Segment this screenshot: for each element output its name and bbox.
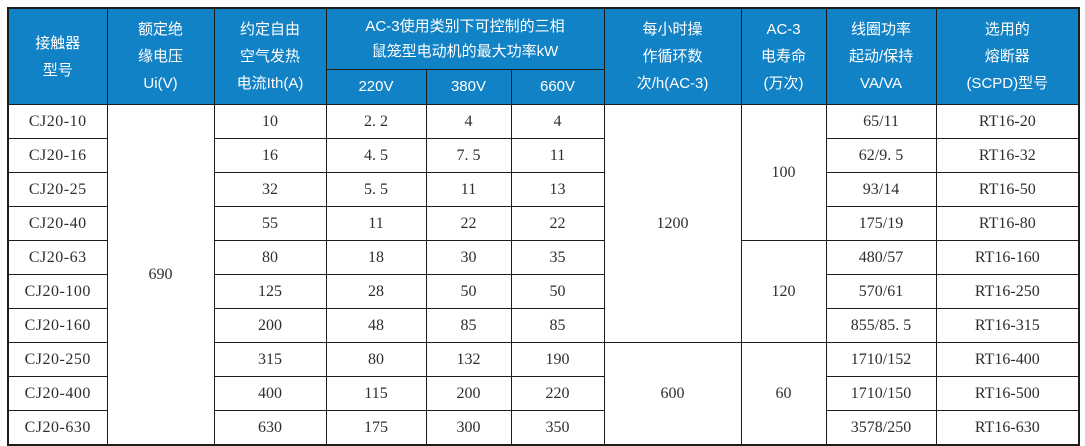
cell-fuse-type: RT16-20: [935, 104, 1080, 139]
cell-kw-380v: 11: [425, 172, 512, 207]
col-subheader-660v: 660V: [510, 69, 605, 105]
cell-kw-660v: 190: [510, 342, 605, 377]
cell-fuse-type: RT16-160: [935, 240, 1080, 275]
table-body: CJ20-10 690 10 2. 2 4 4 1200 100 65/11 R…: [7, 104, 1080, 446]
col-header-model: 接触器 型号: [7, 7, 108, 105]
cell-kw-660v: 22: [510, 206, 605, 241]
cell-cycles-merged: 1200: [603, 104, 742, 343]
cell-fuse-type: RT16-400: [935, 342, 1080, 377]
cell-kw-380v: 132: [425, 342, 512, 377]
cell-thermal-current: 55: [213, 206, 327, 241]
cell-thermal-current: 32: [213, 172, 327, 207]
cell-coil-power: 93/14: [825, 172, 937, 207]
cell-coil-power: 480/57: [825, 240, 937, 275]
col-subheader-220v: 220V: [325, 69, 427, 105]
cell-coil-power: 175/19: [825, 206, 937, 241]
cell-kw-660v: 35: [510, 240, 605, 275]
cell-coil-power: 1710/152: [825, 342, 937, 377]
cell-kw-220v: 115: [325, 376, 427, 411]
cell-coil-power: 1710/150: [825, 376, 937, 411]
table-row: CJ20-10 690 10 2. 2 4 4 1200 100 65/11 R…: [7, 104, 1080, 446]
table-header: 接触器 型号 额定绝 缘电压 Ui(V) 约定自由 空气发热 电流Ith(A) …: [7, 7, 1080, 105]
col-header-electrical-life: AC-3 电寿命 (万次): [740, 7, 827, 105]
col-header-thermal-current: 约定自由 空气发热 电流Ith(A): [213, 7, 327, 105]
cell-coil-power: 62/9. 5: [825, 138, 937, 173]
cell-kw-660v: 220: [510, 376, 605, 411]
cell-kw-380v: 85: [425, 308, 512, 343]
col-header-insulation-voltage: 额定绝 缘电压 Ui(V): [106, 7, 215, 105]
cell-kw-380v: 200: [425, 376, 512, 411]
cell-life-merged: 60: [740, 342, 827, 446]
cell-kw-380v: 4: [425, 104, 512, 139]
cell-thermal-current: 10: [213, 104, 327, 139]
cell-kw-220v: 18: [325, 240, 427, 275]
table-row: CJ20-250 315 80 132 190 600 60 1710/152 …: [7, 342, 1080, 446]
cell-kw-380v: 30: [425, 240, 512, 275]
cell-insulation-voltage-merged: 690: [106, 104, 215, 446]
cell-life-merged: 100: [740, 104, 827, 241]
col-header-coil-power: 线圈功率 起动/保持 VA/VA: [825, 7, 937, 105]
cell-kw-660v: 13: [510, 172, 605, 207]
col-header-fuse-type: 选用的 熔断器 (SCPD)型号: [935, 7, 1080, 105]
cell-model: CJ20-63: [7, 240, 108, 275]
cell-model: CJ20-10: [7, 104, 108, 139]
cell-coil-power: 65/11: [825, 104, 937, 139]
cell-model: CJ20-160: [7, 308, 108, 343]
cell-thermal-current: 16: [213, 138, 327, 173]
cell-thermal-current: 125: [213, 274, 327, 309]
cell-coil-power: 855/85. 5: [825, 308, 937, 343]
cell-life-merged: 120: [740, 240, 827, 343]
contactor-spec-table: 接触器 型号 额定绝 缘电压 Ui(V) 约定自由 空气发热 电流Ith(A) …: [7, 7, 1081, 446]
cell-model: CJ20-25: [7, 172, 108, 207]
cell-kw-220v: 28: [325, 274, 427, 309]
cell-fuse-type: RT16-315: [935, 308, 1080, 343]
cell-kw-380v: 50: [425, 274, 512, 309]
table-row: CJ20-400 400 115 200 220 1710/150 RT16-5…: [7, 376, 1080, 411]
table-row: CJ20-63 80 18 30 35 120 480/57 RT16-160: [7, 240, 1080, 343]
cell-kw-220v: 5. 5: [325, 172, 427, 207]
col-header-kw-group: AC-3使用类别下可控制的三相 鼠笼型电动机的最大功率kW: [325, 7, 605, 70]
table-row: CJ20-40 55 11 22 22 175/19 RT16-80: [7, 206, 1080, 241]
cell-fuse-type: RT16-500: [935, 376, 1080, 411]
cell-fuse-type: RT16-250: [935, 274, 1080, 309]
cell-kw-220v: 2. 2: [325, 104, 427, 139]
cell-thermal-current: 80: [213, 240, 327, 275]
cell-kw-220v: 4. 5: [325, 138, 427, 173]
table-row: CJ20-25 32 5. 5 11 13 93/14 RT16-50: [7, 172, 1080, 207]
cell-kw-660v: 4: [510, 104, 605, 139]
cell-kw-660v: 11: [510, 138, 605, 173]
cell-coil-power: 570/61: [825, 274, 937, 309]
table-row: CJ20-100 125 28 50 50 570/61 RT16-250: [7, 274, 1080, 309]
cell-kw-220v: 11: [325, 206, 427, 241]
cell-thermal-current: 200: [213, 308, 327, 343]
cell-thermal-current: 315: [213, 342, 327, 377]
cell-fuse-type: RT16-80: [935, 206, 1080, 241]
cell-kw-660v: 50: [510, 274, 605, 309]
cell-model: CJ20-400: [7, 376, 108, 411]
col-header-cycles-per-hour: 每小时操 作循环数 次/h(AC-3): [603, 7, 742, 105]
cell-thermal-current: 400: [213, 376, 327, 411]
cell-kw-380v: 7. 5: [425, 138, 512, 173]
cell-model: CJ20-100: [7, 274, 108, 309]
cell-model: CJ20-16: [7, 138, 108, 173]
cell-fuse-type: RT16-32: [935, 138, 1080, 173]
cell-cycles-merged: 600: [603, 342, 742, 446]
cell-model: CJ20-40: [7, 206, 108, 241]
cell-kw-220v: 80: [325, 342, 427, 377]
table-row: CJ20-16 16 4. 5 7. 5 11 62/9. 5 RT16-32: [7, 138, 1080, 173]
cell-kw-660v: 85: [510, 308, 605, 343]
col-subheader-380v: 380V: [425, 69, 512, 105]
cell-kw-380v: 22: [425, 206, 512, 241]
cell-kw-220v: 48: [325, 308, 427, 343]
cell-fuse-type: RT16-50: [935, 172, 1080, 207]
cell-model: CJ20-250: [7, 342, 108, 377]
cell-fuse-type: RT16-630: [935, 410, 1080, 446]
